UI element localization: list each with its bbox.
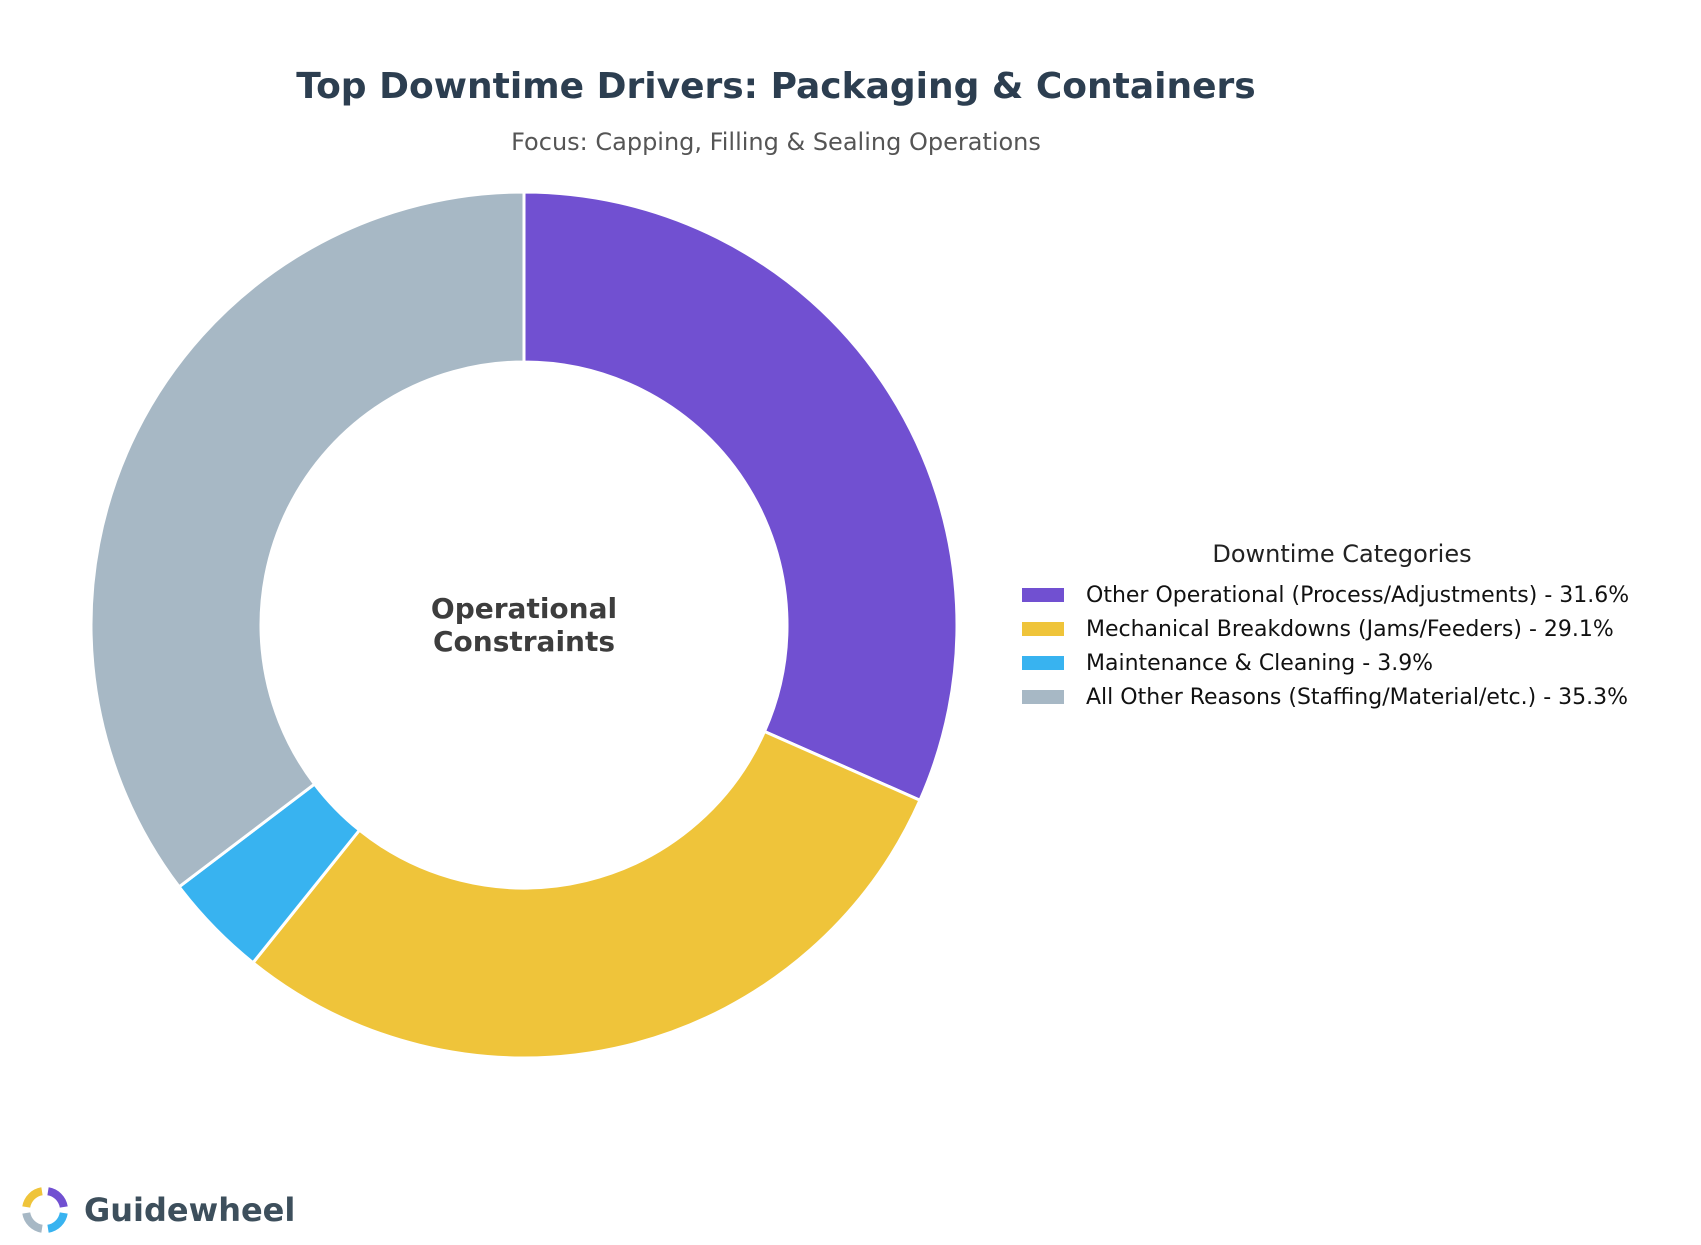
center-label-line-1: Operational	[431, 592, 617, 625]
legend-swatch	[1022, 622, 1064, 636]
legend: Downtime Categories Other Operational (P…	[1022, 540, 1682, 714]
logo-ring-segment	[47, 1187, 68, 1208]
legend-title: Downtime Categories	[1212, 540, 1472, 568]
chart-subtitle: Focus: Capping, Filling & Sealing Operat…	[511, 128, 1041, 156]
center-label-line-2: Constraints	[433, 625, 615, 658]
legend-item: Mechanical Breakdowns (Jams/Feeders) - 2…	[1022, 612, 1682, 646]
chart-title: Top Downtime Drivers: Packaging & Contai…	[296, 66, 1256, 107]
donut-slice	[89, 190, 526, 889]
legend-item: Maintenance & Cleaning - 3.9%	[1022, 646, 1682, 680]
legend-swatch	[1022, 588, 1064, 602]
legend-label: All Other Reasons (Staffing/Material/etc…	[1086, 684, 1629, 710]
donut-slices	[89, 190, 959, 1060]
logo-ring-segment	[22, 1212, 43, 1233]
legend-swatch	[1022, 656, 1064, 670]
donut-slice	[250, 729, 922, 1060]
legend-label: Mechanical Breakdowns (Jams/Feeders) - 2…	[1086, 616, 1614, 642]
guidewheel-logo: Guidewheel	[20, 1185, 295, 1235]
logo-ring-segment	[22, 1187, 43, 1208]
legend-label: Other Operational (Process/Adjustments) …	[1086, 582, 1630, 608]
legend-item: All Other Reasons (Staffing/Material/etc…	[1022, 680, 1682, 714]
legend-label: Maintenance & Cleaning - 3.9%	[1086, 650, 1434, 676]
logo-text: Guidewheel	[84, 1191, 296, 1229]
donut-slice	[522, 190, 959, 803]
guidewheel-ring-icon	[22, 1187, 68, 1233]
legend-swatch	[1022, 690, 1064, 704]
logo-ring-segment	[47, 1212, 68, 1233]
legend-item: Other Operational (Process/Adjustments) …	[1022, 578, 1682, 612]
